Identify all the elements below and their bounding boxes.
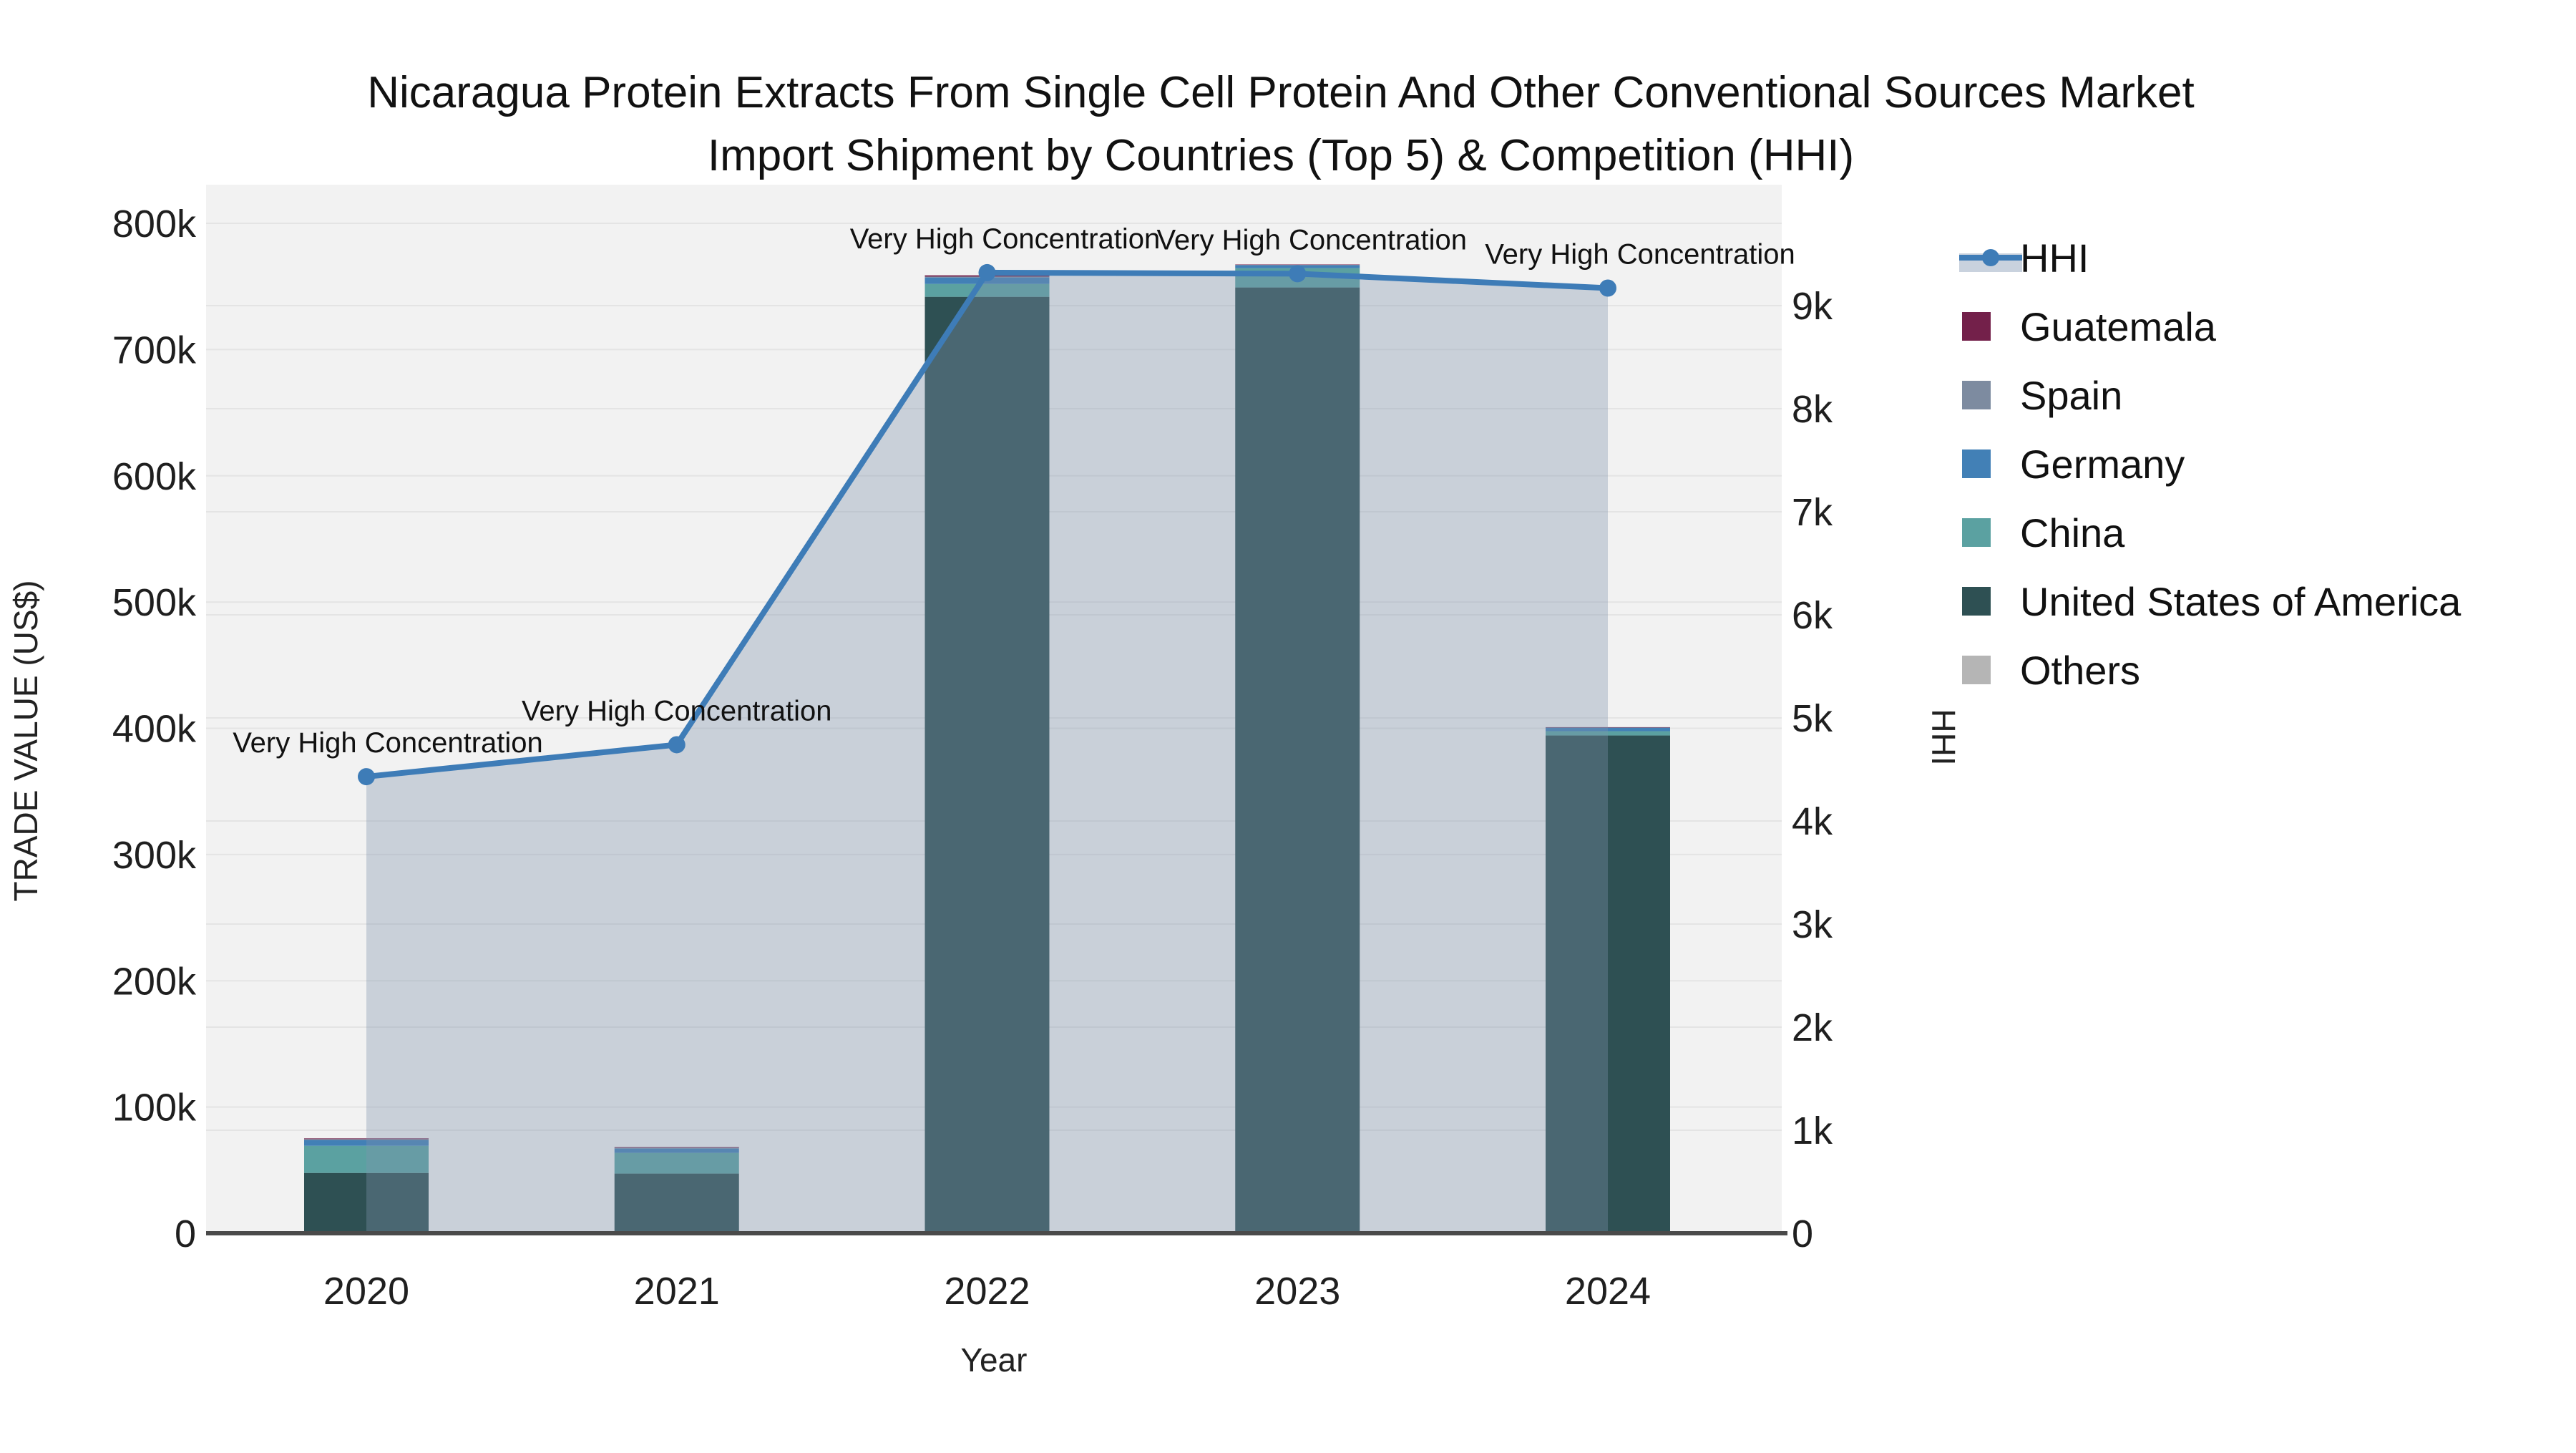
x-tick-2021: 2021 xyxy=(634,1270,720,1313)
y-right-tick-7k: 7k xyxy=(1792,491,1833,534)
bar-spain-2021[interactable] xyxy=(614,1147,739,1149)
y-right-tick-2k: 2k xyxy=(1792,1006,1833,1049)
y-left-tick-800k: 800k xyxy=(112,203,197,246)
y-right-tick-5k: 5k xyxy=(1792,697,1833,740)
x-tick-2023: 2023 xyxy=(1254,1270,1340,1313)
y-axis-left-title: TRADE VALUE (US$) xyxy=(7,580,44,901)
x-tick-2022: 2022 xyxy=(944,1270,1030,1313)
x-tick-2020: 2020 xyxy=(323,1270,409,1313)
y-right-tick-1k: 1k xyxy=(1792,1109,1833,1152)
y-left-tick-100k: 100k xyxy=(112,1087,197,1129)
y-right-tick-3k: 3k xyxy=(1792,903,1833,946)
y-axis-left-ticks: 0 100k 200k 300k 400k 500k 600k 700k 800k xyxy=(112,203,197,1255)
bar-guatemala-2021[interactable] xyxy=(614,1147,739,1148)
chart-title-line2: Import Shipment by Countries (Top 5) & C… xyxy=(708,131,1854,180)
hhi-point-2020[interactable] xyxy=(358,768,375,786)
bar-china-2021[interactable] xyxy=(614,1152,739,1174)
legend-label-others: Others xyxy=(2020,648,2140,693)
y-left-tick-500k: 500k xyxy=(112,581,197,624)
hhi-area-fill xyxy=(366,272,1608,1233)
y-axis-right-ticks: 0 1k 2k 3k 4k 5k 6k 7k 8k 9k xyxy=(1792,285,1833,1255)
legend-item-hhi[interactable]: HHI xyxy=(1959,235,2089,281)
bar-spain-2023[interactable] xyxy=(1235,265,1360,266)
x-axis-title: Year xyxy=(961,1341,1028,1379)
usa-swatch xyxy=(1962,587,1991,616)
y-left-tick-400k: 400k xyxy=(112,708,197,751)
y-axis-right-title: HHI xyxy=(1925,709,1962,765)
legend-label-guatemala: Guatemala xyxy=(2020,304,2217,349)
y-right-tick-4k: 4k xyxy=(1792,800,1833,843)
legend-item-germany[interactable]: Germany xyxy=(1962,442,2185,487)
legend-label-hhi: HHI xyxy=(2020,235,2089,281)
bar-germany-2020[interactable] xyxy=(304,1139,429,1146)
y-left-tick-300k: 300k xyxy=(112,834,197,877)
hhi-point-2021[interactable] xyxy=(668,736,686,754)
annotation-2020: Very High Concentration xyxy=(233,727,543,759)
annotation-2023: Very High Concentration xyxy=(1156,224,1467,256)
legend-label-china: China xyxy=(2020,510,2125,555)
y-right-tick-6k: 6k xyxy=(1792,594,1833,637)
y-right-tick-9k: 9k xyxy=(1792,285,1833,328)
bar-guatemala-2024[interactable] xyxy=(1546,726,1670,728)
china-swatch xyxy=(1962,518,1991,547)
stacked-bars xyxy=(304,264,1670,1234)
y-left-tick-0: 0 xyxy=(175,1213,196,1255)
legend-item-guatemala[interactable]: Guatemala xyxy=(1962,304,2217,349)
hhi-line xyxy=(358,263,1616,786)
hhi-point-2022[interactable] xyxy=(978,263,996,281)
legend-item-others[interactable]: Others xyxy=(1962,648,2140,693)
legend: HHI Guatemala Spain Germany China United… xyxy=(1959,235,2462,693)
chart-title-line1: Nicaragua Protein Extracts From Single C… xyxy=(367,68,2195,117)
y-right-tick-8k: 8k xyxy=(1792,388,1833,431)
bar-united-states-of-america-2023[interactable] xyxy=(1235,287,1360,1233)
hhi-point-2023[interactable] xyxy=(1289,265,1307,283)
y-right-tick-0: 0 xyxy=(1792,1213,1813,1255)
hhi-marker-swatch xyxy=(1982,249,1999,266)
annotation-2021: Very High Concentration xyxy=(522,695,832,726)
annotation-2024: Very High Concentration xyxy=(1485,239,1795,271)
legend-label-germany: Germany xyxy=(2020,442,2185,487)
y-left-tick-600k: 600k xyxy=(112,455,197,498)
bar-united-states-of-america-2024[interactable] xyxy=(1546,735,1670,1233)
spain-swatch xyxy=(1962,381,1991,409)
bar-united-states-of-america-2022[interactable] xyxy=(924,296,1050,1233)
y-left-tick-200k: 200k xyxy=(112,960,197,1003)
germany-swatch xyxy=(1962,449,1991,478)
bar-united-states-of-america-2021[interactable] xyxy=(614,1173,739,1233)
annotations: Very High Concentration Very High Concen… xyxy=(233,223,1795,759)
bar-germany-2021[interactable] xyxy=(614,1148,739,1153)
hhi-point-2024[interactable] xyxy=(1599,279,1616,297)
legend-item-spain[interactable]: Spain xyxy=(1962,373,2122,418)
bar-spain-2024[interactable] xyxy=(1546,727,1670,728)
others-swatch xyxy=(1962,656,1991,684)
y-left-tick-700k: 700k xyxy=(112,329,197,371)
x-axis-line xyxy=(206,1231,1787,1235)
guatemala-swatch xyxy=(1962,312,1991,341)
legend-label-spain: Spain xyxy=(2020,373,2122,418)
bar-guatemala-2020[interactable] xyxy=(304,1138,429,1139)
annotation-2022: Very High Concentration xyxy=(850,223,1161,255)
bar-china-2020[interactable] xyxy=(304,1145,429,1173)
bar-china-2022[interactable] xyxy=(924,283,1050,297)
x-axis-ticks: 2020 2021 2022 2023 2024 xyxy=(323,1270,1651,1313)
legend-label-usa: United States of America xyxy=(2020,579,2462,624)
legend-item-china[interactable]: China xyxy=(1962,510,2125,555)
legend-item-usa[interactable]: United States of America xyxy=(1962,579,2462,624)
bar-united-states-of-america-2020[interactable] xyxy=(304,1172,429,1233)
x-tick-2024: 2024 xyxy=(1565,1270,1651,1313)
bar-guatemala-2023[interactable] xyxy=(1235,264,1360,266)
bar-china-2024[interactable] xyxy=(1546,731,1670,736)
bar-germany-2024[interactable] xyxy=(1546,727,1670,732)
